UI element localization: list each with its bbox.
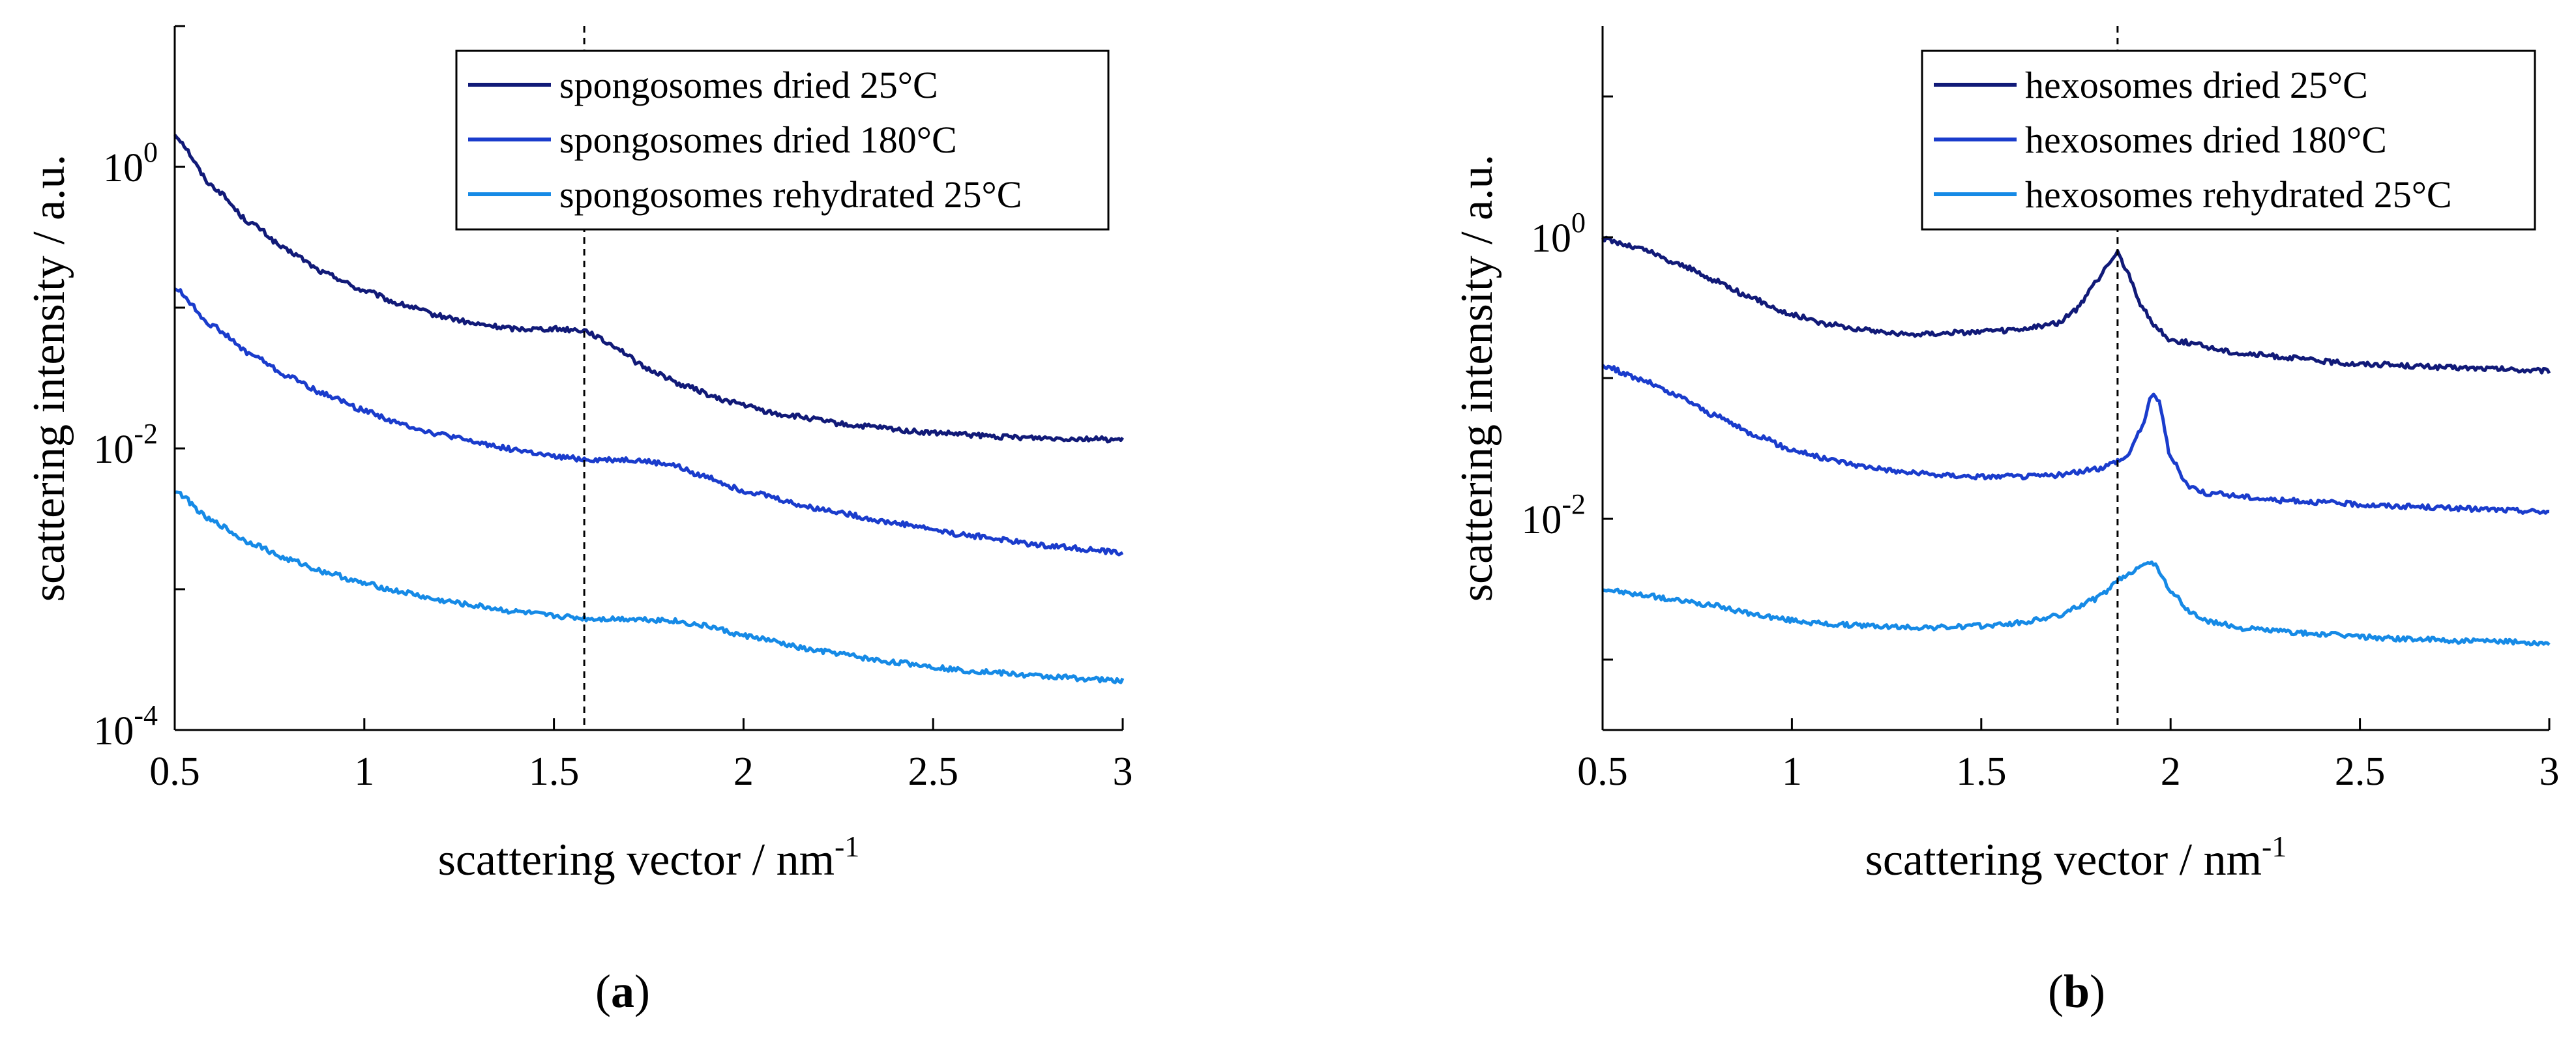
x-tick-label: 0.5	[1577, 750, 1628, 794]
legend-a: spongosomes dried 25°C spongosomes dried …	[455, 50, 1110, 231]
x-tick-label: 2	[2161, 750, 2181, 794]
x-tick-label: 1	[1782, 750, 1802, 794]
x-tick-label: 2.5	[2335, 750, 2386, 794]
x-ticks-a: 0.5 1 1.5 2 2.5 3	[149, 718, 1133, 794]
series-line-b-3	[1602, 560, 2551, 647]
legend-box	[455, 50, 1110, 231]
x-tick-label: 3	[1113, 750, 1133, 794]
series-layer-a	[173, 134, 1125, 684]
x-tick-label: 3	[2539, 750, 2560, 794]
series-line-a-3	[174, 490, 1125, 684]
x-axis-label-b: scattering vector / nm-1	[1865, 830, 2287, 885]
y-axis-label-a: scattering intensity / a.u.	[24, 154, 74, 602]
series-layer-b	[1601, 235, 2551, 647]
y-tick-label: 10-2	[93, 418, 158, 472]
x-tick-label: 0.5	[149, 750, 200, 794]
x-tick-label: 1.5	[1956, 750, 2007, 794]
x-tick-label: 2.5	[908, 750, 958, 794]
legend-entry-label: spongosomes dried 25°C	[559, 64, 938, 106]
series-line-a-2	[173, 287, 1124, 557]
legend-entry-label: spongosomes dried 180°C	[559, 119, 957, 161]
legend-box	[1921, 50, 2536, 231]
y-tick-label: 10-4	[93, 699, 158, 753]
chart-panel-b: 0.5 1 1.5 2 2.5 3 10-2 100 scattering vector /…	[1452, 26, 2560, 1017]
panel-label-b: (b)	[2048, 965, 2105, 1017]
x-ticks-b: 0.5 1 1.5 2 2.5 3	[1577, 718, 2560, 794]
legend-entry-label: hexosomes dried 25°C	[2025, 64, 2368, 106]
x-tick-label: 1	[354, 750, 374, 794]
series-line-a-1	[173, 134, 1125, 444]
x-tick-label: 2	[733, 750, 754, 794]
x-tick-label: 1.5	[529, 750, 580, 794]
y-tick-label: 100	[103, 136, 158, 190]
y-axis-label-b: scattering intensity / a.u.	[1452, 154, 1502, 602]
legend-entry-label: hexosomes dried 180°C	[2025, 119, 2387, 161]
series-line-b-1	[1601, 235, 2551, 375]
legend-entry-label: hexosomes rehydrated 25°C	[2025, 173, 2452, 216]
panel-label-a: (a)	[595, 965, 650, 1017]
y-tick-label: 100	[1531, 207, 1586, 261]
series-line-b-2	[1601, 364, 2550, 515]
y-ticks-b: 10-2 100	[1521, 95, 1613, 661]
y-ticks-a: 10-4 10-2 100	[93, 25, 185, 753]
legend-b: hexosomes dried 25°C hexosomes dried 180°…	[1921, 50, 2536, 231]
legend-entry-label: spongosomes rehydrated 25°C	[559, 173, 1022, 216]
y-tick-label: 10-2	[1521, 488, 1586, 542]
chart-panel-a: 0.5 1 1.5 2 2.5 3 10-4 10-2 100 scattering vect…	[24, 25, 1133, 1017]
x-axis-label-a: scattering vector / nm-1	[438, 830, 860, 885]
